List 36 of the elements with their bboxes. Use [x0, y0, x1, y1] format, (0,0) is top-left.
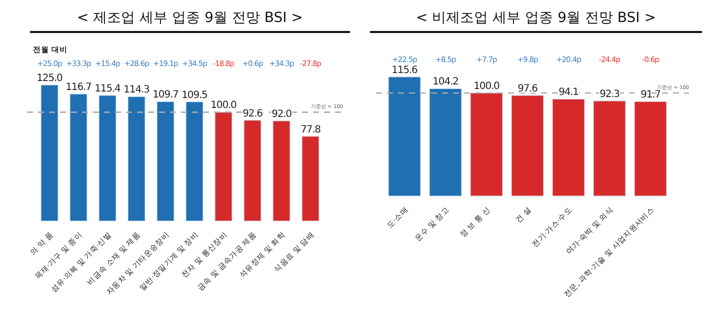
data-label: 104.2	[432, 76, 459, 88]
data-label: 91.7	[640, 90, 661, 101]
bar	[70, 94, 88, 222]
data-label: 115.4	[94, 83, 121, 94]
data-label: 109.7	[152, 90, 179, 101]
bar	[98, 95, 116, 222]
data-label: 114.3	[124, 84, 150, 96]
data-label: 97.6	[518, 83, 538, 94]
bar	[470, 92, 503, 196]
data-label: 92.3	[600, 88, 620, 100]
bar	[634, 101, 667, 196]
bar	[388, 76, 421, 196]
bar	[302, 136, 320, 222]
chart-title: < 제조업 세부 업종 9월 전망 BSI >	[77, 10, 303, 26]
bar	[429, 88, 462, 196]
data-label: 116.7	[66, 82, 92, 94]
bar	[593, 100, 626, 196]
chart-title: < 비제조업 세부 업종 9월 전망 BSI >	[416, 10, 656, 26]
data-label: 77.8	[300, 124, 321, 136]
bar	[511, 95, 544, 196]
bar	[40, 84, 58, 222]
data-label: 125.0	[36, 73, 63, 84]
data-label: 115.6	[392, 64, 418, 76]
data-label: 100.0	[474, 81, 500, 92]
data-label: 94.1	[558, 87, 579, 98]
bar	[244, 120, 262, 222]
data-label: 109.5	[182, 90, 208, 101]
data-label: 92.6	[242, 108, 263, 120]
bar	[186, 102, 204, 222]
data-label: 92.0	[272, 108, 292, 120]
bar	[272, 120, 290, 222]
bar	[156, 101, 174, 222]
bar	[128, 96, 146, 222]
data-label: 100.0	[210, 100, 237, 112]
bar	[214, 112, 232, 222]
bar	[552, 98, 585, 196]
